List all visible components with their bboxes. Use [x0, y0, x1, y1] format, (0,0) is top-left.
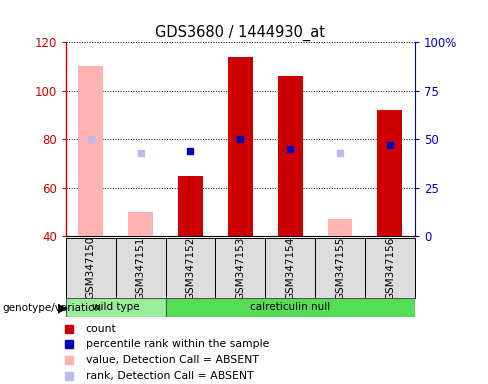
Text: GSM347155: GSM347155	[335, 236, 345, 300]
Bar	[178, 175, 203, 236]
Bar	[165, 238, 215, 298]
Text: calreticulin null: calreticulin null	[250, 302, 330, 312]
Text: GSM347153: GSM347153	[235, 236, 245, 300]
Text: ▶: ▶	[58, 301, 67, 314]
Text: wild type: wild type	[92, 302, 140, 312]
Bar	[128, 212, 153, 236]
Bar	[265, 238, 315, 298]
Text: GSM347150: GSM347150	[86, 236, 96, 300]
Bar	[66, 238, 116, 298]
Text: GSM347156: GSM347156	[385, 236, 395, 300]
Text: GSM347151: GSM347151	[136, 236, 145, 300]
Bar	[215, 238, 265, 298]
Bar	[315, 238, 365, 298]
Text: count: count	[86, 324, 117, 334]
Bar	[165, 298, 415, 317]
Bar	[66, 298, 165, 317]
Title: GDS3680 / 1444930_at: GDS3680 / 1444930_at	[155, 25, 325, 41]
Bar	[278, 76, 303, 236]
Text: percentile rank within the sample: percentile rank within the sample	[86, 339, 269, 349]
Bar	[116, 238, 165, 298]
Bar	[228, 57, 253, 236]
Text: genotype/variation: genotype/variation	[2, 303, 102, 313]
Bar	[365, 238, 415, 298]
Bar	[327, 219, 352, 236]
Bar	[377, 110, 402, 236]
Text: GSM347152: GSM347152	[185, 236, 196, 300]
Text: GSM347154: GSM347154	[285, 236, 295, 300]
Text: value, Detection Call = ABSENT: value, Detection Call = ABSENT	[86, 355, 259, 365]
Bar	[79, 66, 103, 236]
Text: rank, Detection Call = ABSENT: rank, Detection Call = ABSENT	[86, 371, 253, 381]
